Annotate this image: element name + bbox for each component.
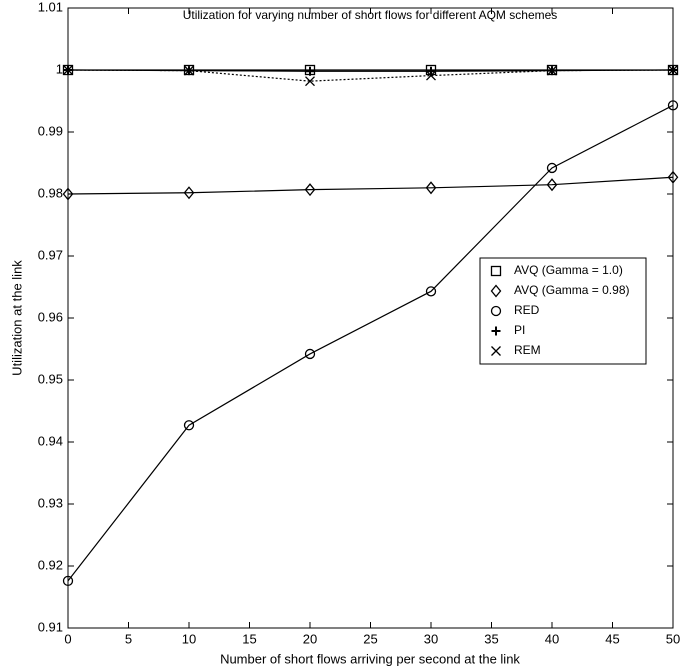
data-point: [546, 178, 558, 192]
y-tick-label: 0.99: [38, 123, 63, 138]
y-tick-label: 0.95: [38, 371, 63, 386]
x-tick-label: 30: [424, 631, 438, 646]
legend-label: RED: [514, 303, 540, 317]
x-tick-label: 5: [125, 631, 132, 646]
y-tick-label: 0.91: [38, 619, 63, 634]
data-point: [425, 181, 437, 195]
series-line: [67, 176, 674, 195]
y-tick-label: 1: [56, 61, 63, 76]
legend-label: PI: [514, 323, 525, 337]
data-point: [667, 170, 679, 184]
x-axis-label: Number of short flows arriving per secon…: [220, 651, 520, 666]
legend-box: [479, 257, 647, 365]
x-tick-label: 45: [605, 631, 619, 646]
data-point: [305, 76, 315, 87]
y-tick-label: 0.98: [38, 185, 63, 200]
legend-marker: [490, 265, 502, 277]
data-point: [305, 66, 315, 76]
legend-label: AVQ (Gamma = 0.98): [514, 283, 629, 297]
legend-label: REM: [514, 343, 541, 357]
data-point: [63, 65, 73, 75]
legend-marker: [491, 326, 501, 336]
y-tick-label: 0.94: [38, 433, 63, 448]
y-tick-label: 0.93: [38, 495, 63, 510]
legend-marker: [491, 346, 501, 356]
legend-marker: [490, 305, 502, 317]
data-point: [184, 65, 194, 76]
x-tick-label: 20: [303, 631, 317, 646]
y-tick-label: 1.01: [38, 0, 63, 14]
data-point: [62, 187, 74, 201]
data-point: [183, 420, 195, 431]
series-line: [67, 104, 674, 582]
y-axis-label: Utilization at the link: [9, 260, 24, 376]
x-tick-label: 0: [64, 631, 71, 646]
data-point: [668, 65, 678, 75]
legend-marker: [490, 284, 502, 298]
data-point: [425, 286, 437, 297]
x-tick-label: 35: [484, 631, 498, 646]
legend-label: AVQ (Gamma = 1.0): [514, 263, 623, 277]
x-tick-label: 50: [666, 631, 680, 646]
y-tick-label: 0.92: [38, 557, 63, 572]
series-line: [67, 69, 674, 82]
x-tick-label: 25: [363, 631, 377, 646]
y-tick-label: 0.97: [38, 247, 63, 262]
data-point: [546, 162, 558, 174]
data-point: [304, 183, 316, 197]
x-tick-label: 40: [545, 631, 559, 646]
data-point: [547, 65, 557, 76]
data-point: [183, 186, 195, 200]
y-tick-label: 0.96: [38, 309, 63, 324]
data-point: [426, 70, 436, 81]
x-tick-label: 15: [242, 631, 256, 646]
data-point: [667, 100, 679, 111]
chart-title: Utilization for varying number of short …: [183, 8, 558, 22]
data-point: [62, 575, 74, 587]
data-point: [426, 66, 436, 76]
data-point: [304, 348, 316, 360]
x-tick-label: 10: [182, 631, 196, 646]
